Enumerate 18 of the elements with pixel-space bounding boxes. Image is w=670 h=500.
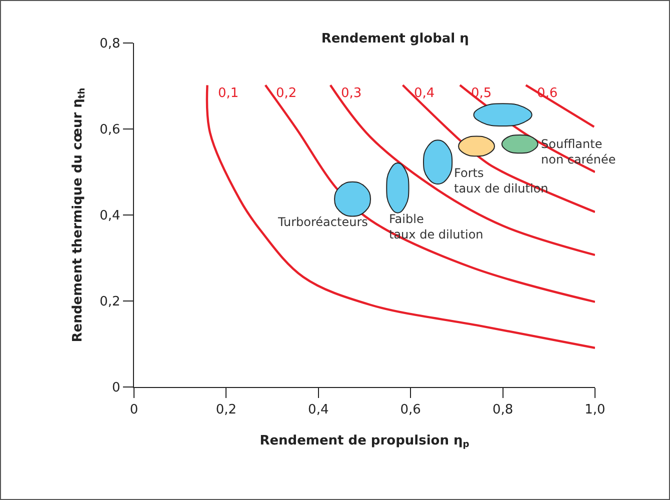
x-axis-title: Rendement de propulsion η$_{p}$ xyxy=(260,433,470,450)
y-tick-label: 0,6 xyxy=(100,122,120,138)
x-tick-label: 0,8 xyxy=(492,402,514,418)
y-tick-label: 0,8 xyxy=(100,36,120,52)
x-tick-label: 0 xyxy=(130,402,138,418)
x-tick-label: 0,4 xyxy=(308,402,329,418)
y-tick-label: 0 xyxy=(112,380,120,396)
y-tick-label: 0,2 xyxy=(100,294,120,310)
series-label: 0,3 xyxy=(341,86,362,101)
y-tick-label: 0,4 xyxy=(100,208,120,224)
chart-title: Rendement global η xyxy=(321,31,469,46)
series-label: Turboréacteurs xyxy=(277,215,368,229)
series-label: 0,1 xyxy=(218,86,239,101)
series-label: 0,4 xyxy=(414,86,435,101)
x-tick-label: 0,2 xyxy=(216,402,237,418)
x-tick-label: 1,0 xyxy=(584,402,606,418)
series-label: 0,2 xyxy=(276,86,297,101)
x-tick-label: 0,6 xyxy=(400,402,421,418)
